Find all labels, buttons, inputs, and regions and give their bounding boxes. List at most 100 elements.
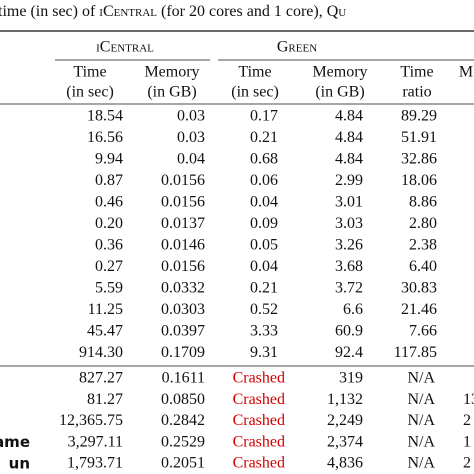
column-header: Time	[238, 64, 271, 81]
cell: 4,836	[327, 454, 363, 471]
cell: 0.06	[250, 172, 278, 189]
cell: 0.04	[250, 258, 278, 275]
cell: 0.21	[250, 129, 278, 146]
cell: 12,365.75	[59, 412, 123, 429]
cell: 6.40	[409, 258, 437, 275]
cell: 0.0137	[161, 215, 205, 232]
cell: 18.06	[401, 172, 437, 189]
column-header: Memory	[144, 64, 199, 81]
column-header: (in sec)	[66, 84, 114, 101]
cell: 0.2051	[161, 454, 205, 471]
row-name: un	[9, 454, 30, 472]
caption: time (in sec) of iCentral (for 20 cores …	[0, 3, 346, 20]
cell: Crashed	[233, 433, 285, 450]
cell: 0.21	[250, 280, 278, 297]
cell: 319	[339, 370, 363, 387]
cell: 3.01	[335, 194, 363, 211]
cell: 3.68	[335, 258, 363, 275]
cell: 0.0397	[161, 323, 205, 340]
cell: 2,249	[327, 412, 363, 429]
cell: 3.72	[335, 280, 363, 297]
cell: 0.04	[250, 194, 278, 211]
cell: 0.20	[95, 215, 123, 232]
caption-text: (for 20 cores and 1 core),	[157, 3, 327, 20]
cell: 4.84	[335, 151, 363, 168]
cell: 914.30	[79, 344, 123, 361]
cell: 3.03	[335, 215, 363, 232]
cut-cell: 13	[463, 391, 474, 408]
cell: 0.0156	[161, 194, 205, 211]
cell: 3.26	[335, 237, 363, 254]
cell: Crashed	[233, 391, 285, 408]
cell: 0.0146	[161, 237, 205, 254]
cell: N/A	[407, 370, 435, 387]
group-header: Green	[277, 39, 317, 56]
column-header: Time	[400, 64, 433, 81]
column-header: ratio	[402, 84, 431, 101]
cell: 0.05	[250, 237, 278, 254]
cell: 0.87	[95, 172, 123, 189]
cut-cell: 2	[463, 412, 471, 429]
cell: 5.59	[95, 280, 123, 297]
cell: 9.94	[95, 151, 123, 168]
column-header: (in GB)	[147, 84, 196, 101]
cell: 0.09	[250, 215, 278, 232]
cell: 0.17	[250, 108, 278, 125]
cell: N/A	[407, 433, 435, 450]
cell: 8.86	[409, 194, 437, 211]
cell: 0.0156	[161, 172, 205, 189]
cell: N/A	[407, 454, 435, 471]
cell: 0.52	[250, 301, 278, 318]
caption-text: iCentral	[99, 3, 157, 20]
cell: 0.36	[95, 237, 123, 254]
cell: 3,297.11	[68, 433, 123, 450]
cell: 45.47	[87, 323, 123, 340]
cell: 0.0303	[161, 301, 205, 318]
cell: 2.99	[335, 172, 363, 189]
cell: 0.1611	[162, 370, 205, 387]
cell: 92.4	[335, 344, 363, 361]
cut-cell: 1	[463, 433, 471, 450]
cell: 2.80	[409, 215, 437, 232]
cell: 60.9	[335, 323, 363, 340]
column-header: Time	[73, 64, 106, 81]
cell: 117.85	[394, 344, 437, 361]
column-header: Memory	[312, 64, 367, 81]
cell: 4.84	[335, 129, 363, 146]
column-header: (in sec)	[231, 84, 279, 101]
cell: 827.27	[79, 370, 123, 387]
cell: 0.27	[95, 258, 123, 275]
cell: 1,132	[327, 391, 363, 408]
cell: 0.0156	[161, 258, 205, 275]
cell: 18.54	[87, 108, 123, 125]
cell: 6.6	[343, 301, 363, 318]
cell: 2,374	[327, 433, 363, 450]
cell: Crashed	[233, 412, 285, 429]
column-header: M	[459, 64, 473, 81]
cell: 11.25	[88, 301, 123, 318]
cell: 32.86	[401, 151, 437, 168]
row-name: ame	[0, 433, 30, 451]
cell: 16.56	[87, 129, 123, 146]
cell: 0.68	[250, 151, 278, 168]
cut-cell: 2	[463, 454, 471, 471]
cell: 0.1709	[161, 344, 205, 361]
cell: 3.33	[250, 323, 278, 340]
cell: 0.46	[95, 194, 123, 211]
cell: 0.2529	[161, 433, 205, 450]
cell: 9.31	[250, 344, 278, 361]
caption-text: time (in sec) of	[0, 3, 99, 20]
cell: 2.38	[409, 237, 437, 254]
column-header: (in GB)	[315, 84, 364, 101]
cell: 0.2842	[161, 412, 205, 429]
cell: Crashed	[233, 370, 285, 387]
cell: 30.83	[401, 280, 437, 297]
cell: 0.03	[177, 108, 205, 125]
cell: Crashed	[233, 454, 285, 471]
cell: 7.66	[409, 323, 437, 340]
cell: N/A	[407, 391, 435, 408]
cell: 0.0332	[161, 280, 205, 297]
cell: N/A	[407, 412, 435, 429]
cell: 0.03	[177, 129, 205, 146]
